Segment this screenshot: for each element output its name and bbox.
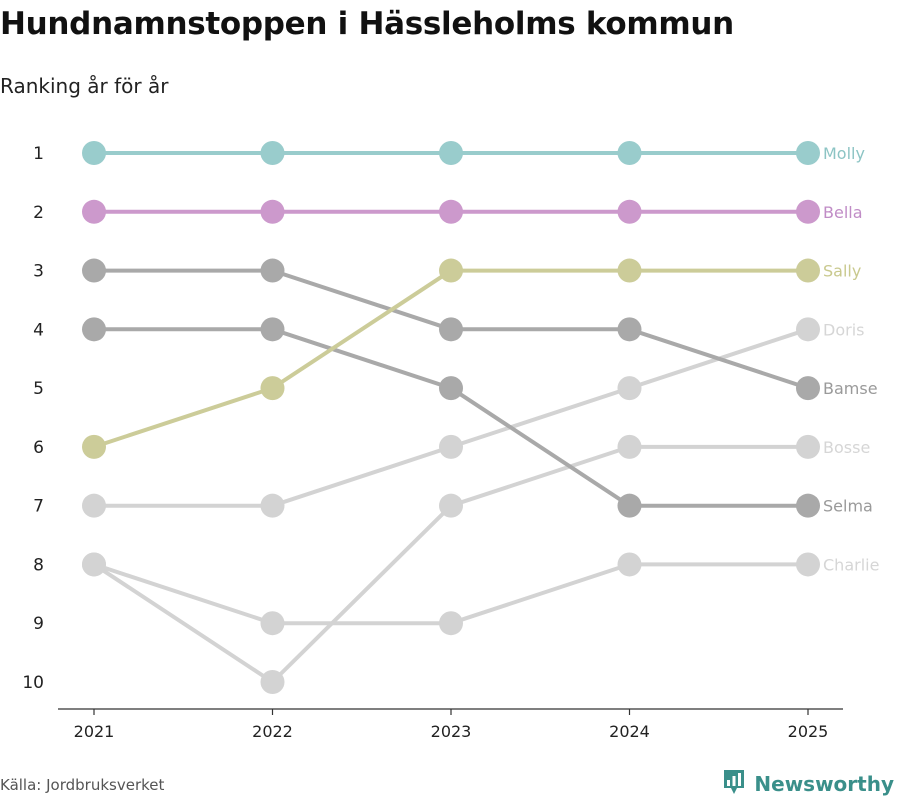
chart-title: Hundnamnstoppen i Hässleholms kommun xyxy=(0,6,734,42)
series-selma xyxy=(82,258,820,401)
data-point-charlie-2022[interactable] xyxy=(260,611,285,636)
data-point-sally-2021[interactable] xyxy=(82,434,106,459)
data-point-molly-2022[interactable] xyxy=(260,141,285,165)
series-line-bamse xyxy=(92,327,810,508)
chart-subtitle: Ranking år för år xyxy=(0,74,169,98)
series-charlie xyxy=(82,552,820,636)
y-rank-label: 9 xyxy=(33,614,44,634)
data-point-doris-2024[interactable] xyxy=(617,376,642,401)
end-label-charlie: Charlie xyxy=(823,555,879,574)
x-tick-label: 2022 xyxy=(252,722,293,741)
series-bosse xyxy=(82,434,820,694)
data-point-selma-2021[interactable] xyxy=(82,258,106,283)
data-point-bamse-2024[interactable] xyxy=(617,493,642,518)
data-point-bamse-2021[interactable] xyxy=(82,317,106,342)
data-point-bamse-2022[interactable] xyxy=(260,317,285,342)
data-point-sally-2023[interactable] xyxy=(439,258,463,283)
data-point-bosse-2025[interactable] xyxy=(796,434,820,459)
data-point-sally-2025[interactable] xyxy=(796,258,820,283)
y-rank-label: 8 xyxy=(33,555,44,575)
series-doris xyxy=(82,317,820,518)
data-point-charlie-2024[interactable] xyxy=(617,552,642,577)
y-rank-label: 3 xyxy=(33,262,44,282)
end-label-bosse: Bosse xyxy=(823,438,870,457)
series-bella xyxy=(82,199,820,224)
end-label-bamse: Bamse xyxy=(823,379,878,398)
data-point-bella-2024[interactable] xyxy=(617,199,642,224)
data-point-bosse-2022[interactable] xyxy=(260,670,285,694)
data-point-molly-2023[interactable] xyxy=(439,141,463,165)
series-molly xyxy=(82,141,820,165)
end-label-bella: Bella xyxy=(823,203,863,222)
x-tick-label: 2023 xyxy=(431,722,472,741)
y-rank-label: 1 xyxy=(33,144,44,164)
data-point-selma-2023[interactable] xyxy=(439,317,463,342)
source-note: Källa: Jordbruksverket xyxy=(0,776,165,794)
data-point-selma-2024[interactable] xyxy=(617,317,642,342)
series-line-doris xyxy=(92,327,810,508)
y-rank-label: 2 xyxy=(33,203,44,223)
data-point-selma-2022[interactable] xyxy=(260,258,285,283)
brand-name: Newsworthy xyxy=(754,772,894,796)
end-label-sally: Sally xyxy=(823,262,861,281)
y-rank-label: 4 xyxy=(33,320,44,340)
data-point-molly-2025[interactable] xyxy=(796,141,820,165)
data-point-doris-2023[interactable] xyxy=(439,434,463,459)
data-point-sally-2022[interactable] xyxy=(260,376,285,401)
brand-logo[interactable]: Newsworthy xyxy=(722,768,894,800)
series-bamse xyxy=(82,317,820,518)
series-line-sally xyxy=(92,268,810,449)
data-point-bella-2021[interactable] xyxy=(82,199,106,224)
data-point-doris-2022[interactable] xyxy=(260,493,285,518)
data-point-molly-2021[interactable] xyxy=(82,141,106,165)
end-label-molly: Molly xyxy=(823,144,865,163)
data-point-sally-2024[interactable] xyxy=(617,258,642,283)
x-tick-label: 2025 xyxy=(788,722,829,741)
data-point-bella-2025[interactable] xyxy=(796,199,820,224)
label-layer: Molly Bella Sally Doris Bamse Bosse Selma Charl… xyxy=(823,144,879,574)
axis-layer: 2021 2022 2023 2024 2025 1 2 3 4 5 6 7 8 9 10 xyxy=(22,144,843,741)
y-rank-label: 5 xyxy=(33,379,44,399)
data-point-bella-2022[interactable] xyxy=(260,199,285,224)
x-tick-label: 2024 xyxy=(609,722,650,741)
data-point-bamse-2025[interactable] xyxy=(796,493,820,518)
data-point-bella-2023[interactable] xyxy=(439,199,463,224)
end-label-doris: Doris xyxy=(823,320,864,339)
series-sally xyxy=(82,258,820,459)
end-label-selma: Selma xyxy=(823,497,873,516)
data-point-doris-2025[interactable] xyxy=(796,317,820,342)
data-point-charlie-2023[interactable] xyxy=(439,611,463,636)
data-point-bosse-2024[interactable] xyxy=(617,434,642,459)
data-point-bosse-2023[interactable] xyxy=(439,493,463,518)
data-point-charlie-2025[interactable] xyxy=(796,552,820,577)
data-point-doris-2021[interactable] xyxy=(82,493,106,518)
y-rank-label: 6 xyxy=(33,438,44,458)
data-point-molly-2024[interactable] xyxy=(617,141,642,165)
data-point-selma-2025[interactable] xyxy=(796,376,820,401)
y-rank-label: 10 xyxy=(22,673,44,693)
y-rank-label: 7 xyxy=(33,497,44,517)
series-layer xyxy=(82,141,820,694)
data-point-bamse-2023[interactable] xyxy=(439,376,463,401)
bar-chart-pin-icon xyxy=(722,768,746,800)
data-point-bosse-2021[interactable] xyxy=(82,552,106,577)
x-tick-label: 2021 xyxy=(74,722,115,741)
